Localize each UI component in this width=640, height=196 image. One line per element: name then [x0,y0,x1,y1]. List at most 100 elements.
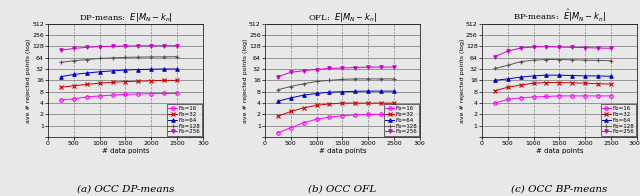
Fb=64 [83,72,91,74]
Fb=16 [594,95,602,97]
Fb=256 [161,44,168,47]
Fb=16 [491,102,499,104]
Fb=16 [351,114,359,116]
Fb=64 [568,74,576,77]
Fb=16 [504,98,511,101]
Fb=32 [96,82,104,84]
Line: Fb=16: Fb=16 [59,92,179,102]
Fb=16 [57,99,65,101]
Fb=128 [83,58,91,61]
Fb=128 [109,57,116,59]
Fb=256 [491,55,499,58]
Fb=256 [504,50,511,52]
Fb=256 [57,49,65,52]
Fb=128 [581,59,589,61]
Fb=128 [287,85,294,88]
Fb=32 [300,107,307,109]
Fb=256 [339,67,346,69]
Fb=64 [147,68,155,70]
Fb=64 [326,91,333,93]
Fb=32 [516,84,524,86]
Line: Fb=32: Fb=32 [493,81,612,93]
Fb=128 [390,78,398,80]
Fb=256 [556,46,563,48]
Fb=256 [378,66,385,68]
Fb=64 [173,68,181,70]
Fb=32 [378,102,385,104]
Fb=32 [287,110,294,113]
Fb=16 [161,92,168,95]
Fb=256 [390,66,398,68]
Text: (a) OCC DP-means: (a) OCC DP-means [77,185,174,194]
Fb=32 [390,102,398,104]
Line: Fb=128: Fb=128 [276,77,396,92]
Fb=16 [568,95,576,97]
Fb=128 [504,64,511,66]
Fb=64 [109,70,116,72]
Line: Fb=128: Fb=128 [493,58,612,70]
Fb=16 [530,96,538,98]
Fb=32 [594,83,602,85]
Fb=256 [594,47,602,49]
Fb=32 [326,103,333,105]
Fb=16 [313,118,321,120]
Fb=64 [516,76,524,78]
Y-axis label: ave # rejected points (log): ave # rejected points (log) [26,38,31,122]
Fb=256 [326,67,333,70]
Line: Fb=64: Fb=64 [276,89,396,103]
Fb=256 [109,45,116,47]
Fb=16 [326,116,333,118]
Fb=64 [57,75,65,78]
Legend: Fb=16, Fb=32, Fb=64, Fb=128, Fb=256: Fb=16, Fb=32, Fb=64, Fb=128, Fb=256 [383,104,419,136]
Fb=32 [491,90,499,92]
Fb=64 [581,75,589,77]
Fb=32 [556,81,563,84]
Fb=32 [147,80,155,82]
Fb=16 [173,92,181,95]
X-axis label: # data points: # data points [319,148,366,154]
Fb=128 [530,59,538,61]
Fb=64 [556,74,563,76]
Fb=16 [300,122,307,124]
Fb=256 [134,45,142,47]
Fb=64 [339,91,346,93]
Fb=16 [607,95,615,97]
Fb=128 [122,56,129,59]
Fb=16 [83,96,91,98]
Fb=128 [516,61,524,63]
Fb=64 [134,68,142,71]
Fb=256 [364,66,372,68]
Fb=128 [326,79,333,82]
Fb=128 [556,58,563,61]
Fb=32 [134,80,142,82]
Fb=64 [96,71,104,73]
Fb=256 [607,47,615,49]
Fb=16 [556,95,563,97]
Fb=32 [313,104,321,106]
Fb=64 [594,75,602,77]
Fb=16 [287,126,294,129]
Fb=16 [390,113,398,116]
Fb=256 [70,47,77,50]
Fb=16 [543,95,550,98]
Fb=128 [147,56,155,58]
Fb=16 [70,98,77,100]
Fb=64 [274,100,282,102]
Text: (b) OCC OFL: (b) OCC OFL [308,185,376,194]
Fb=256 [516,47,524,49]
Title: BP-means:  $\hat{E}|M_N - k_n|$: BP-means: $\hat{E}|M_N - k_n|$ [513,7,606,24]
Fb=32 [70,85,77,87]
Fb=256 [287,71,294,74]
Fb=128 [300,83,307,85]
Legend: Fb=16, Fb=32, Fb=64, Fb=128, Fb=256: Fb=16, Fb=32, Fb=64, Fb=128, Fb=256 [167,104,202,136]
Fb=16 [378,113,385,116]
Fb=256 [83,46,91,48]
Fb=16 [109,94,116,96]
Fb=256 [568,46,576,48]
Y-axis label: ave # rejected points (log): ave # rejected points (log) [243,38,248,122]
Fb=64 [543,74,550,76]
Fb=32 [504,86,511,88]
Fb=64 [313,92,321,95]
Fb=32 [543,81,550,84]
Fb=32 [364,102,372,104]
